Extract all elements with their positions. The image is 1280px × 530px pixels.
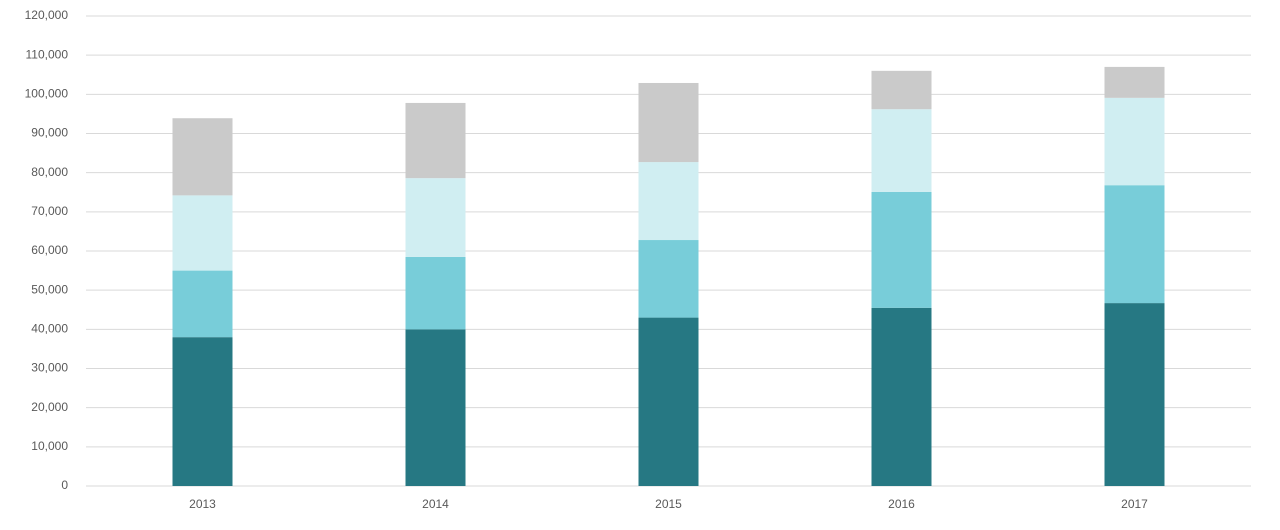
y-tick-label: 120,000: [25, 8, 69, 22]
y-tick-label: 20,000: [31, 400, 68, 414]
x-tick-label: 2014: [422, 497, 449, 511]
x-tick-label: 2015: [655, 497, 682, 511]
bar-segment: [172, 195, 233, 271]
y-tick-label: 90,000: [31, 126, 68, 140]
x-tick-label: 2017: [1121, 497, 1148, 511]
bar-segment: [871, 307, 932, 486]
y-tick-label: 70,000: [31, 204, 68, 218]
y-tick-label: 110,000: [26, 47, 69, 61]
bar-segment: [172, 270, 233, 338]
bar-segment: [1104, 303, 1165, 486]
bar-segment: [1104, 185, 1165, 304]
bar-segment: [405, 256, 466, 330]
bar-segment: [405, 178, 466, 257]
bar-segment: [638, 317, 699, 486]
y-tick-label: 40,000: [31, 322, 68, 336]
bar-segment: [871, 109, 932, 192]
y-tick-label: 30,000: [31, 361, 68, 375]
bar-segment: [871, 191, 932, 308]
y-tick-label: 60,000: [31, 243, 68, 257]
y-tick-label: 100,000: [25, 87, 69, 101]
bar-segment: [1104, 66, 1165, 98]
bar-segment: [638, 240, 699, 318]
y-tick-label: 10,000: [31, 439, 68, 453]
y-tick-label: 50,000: [31, 282, 68, 296]
y-tick-label: 0: [61, 478, 68, 492]
bar-segment: [871, 70, 932, 110]
bar-segment: [1104, 97, 1165, 186]
bar-segment: [638, 162, 699, 241]
x-tick-label: 2016: [888, 497, 915, 511]
bar-segment: [405, 102, 466, 179]
bar-segment: [172, 118, 233, 196]
bar-segment: [172, 337, 233, 486]
x-tick-label: 2013: [189, 497, 216, 511]
bar-segment: [405, 329, 466, 486]
bar-segment: [638, 82, 699, 163]
y-tick-label: 80,000: [31, 165, 68, 179]
